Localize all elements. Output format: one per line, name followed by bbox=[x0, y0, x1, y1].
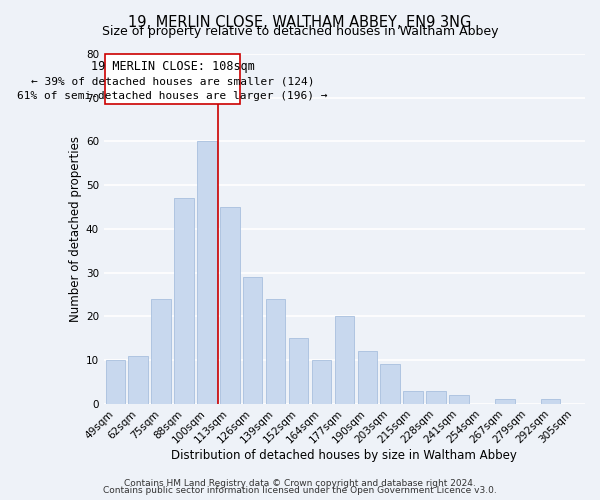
Text: 19, MERLIN CLOSE, WALTHAM ABBEY, EN9 3NG: 19, MERLIN CLOSE, WALTHAM ABBEY, EN9 3NG bbox=[128, 15, 472, 30]
Bar bbox=[449, 395, 469, 404]
Bar bbox=[427, 390, 446, 404]
Bar bbox=[403, 390, 423, 404]
Y-axis label: Number of detached properties: Number of detached properties bbox=[68, 136, 82, 322]
Bar bbox=[128, 356, 148, 404]
Bar bbox=[312, 360, 331, 404]
Text: ← 39% of detached houses are smaller (124): ← 39% of detached houses are smaller (12… bbox=[31, 76, 314, 86]
Bar bbox=[266, 298, 286, 404]
Text: Contains HM Land Registry data © Crown copyright and database right 2024.: Contains HM Land Registry data © Crown c… bbox=[124, 478, 476, 488]
FancyBboxPatch shape bbox=[105, 54, 240, 104]
Text: Size of property relative to detached houses in Waltham Abbey: Size of property relative to detached ho… bbox=[102, 25, 498, 38]
Bar bbox=[289, 338, 308, 404]
Bar bbox=[541, 399, 560, 404]
Bar bbox=[358, 351, 377, 404]
X-axis label: Distribution of detached houses by size in Waltham Abbey: Distribution of detached houses by size … bbox=[172, 450, 517, 462]
Text: 61% of semi-detached houses are larger (196) →: 61% of semi-detached houses are larger (… bbox=[17, 90, 328, 101]
Bar bbox=[243, 277, 262, 404]
Bar bbox=[197, 142, 217, 404]
Bar bbox=[151, 298, 171, 404]
Bar bbox=[220, 207, 239, 404]
Bar bbox=[174, 198, 194, 404]
Bar bbox=[106, 360, 125, 404]
Text: 19 MERLIN CLOSE: 108sqm: 19 MERLIN CLOSE: 108sqm bbox=[91, 60, 254, 72]
Bar bbox=[495, 399, 515, 404]
Bar bbox=[380, 364, 400, 404]
Bar bbox=[335, 316, 354, 404]
Text: Contains public sector information licensed under the Open Government Licence v3: Contains public sector information licen… bbox=[103, 486, 497, 495]
